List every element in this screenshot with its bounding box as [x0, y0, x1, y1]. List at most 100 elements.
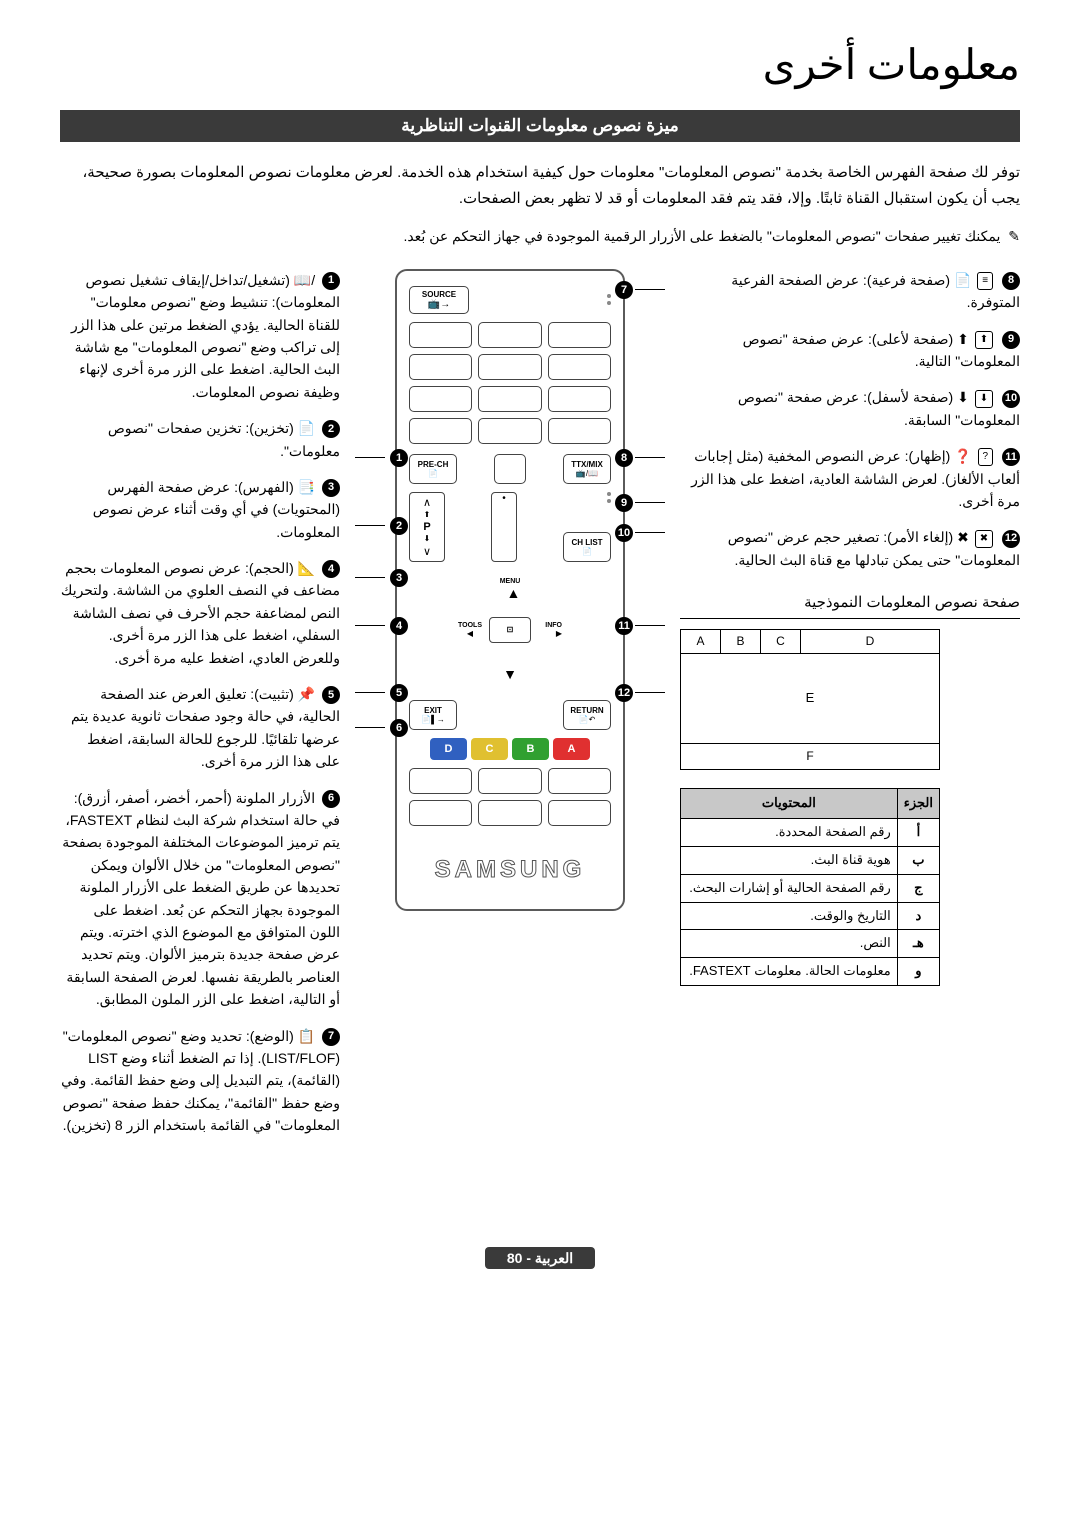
extra-button[interactable]: [409, 768, 472, 794]
green-button[interactable]: B: [512, 738, 549, 760]
sample-title: صفحة نصوص المعلومات النموذجية: [680, 591, 1020, 619]
note-paragraph: ✎ يمكنك تغيير صفحات "نصوص المعلومات" بال…: [60, 225, 1020, 249]
sample-cell-c: C: [761, 630, 801, 653]
chlist-button[interactable]: CH LIST📄: [563, 532, 611, 562]
item-10: 10 ⬇ ⬇ (صفحة لأسفل): عرض صفحة "نصوص المع…: [680, 386, 1020, 431]
item-5: 5 📌 (تثبيت): تعليق العرض عند الصفحة الحا…: [60, 683, 340, 773]
table-row: جرقم الصفحة الحالية أو إشارات البحث.: [681, 874, 940, 902]
table-row: أرقم الصفحة المحددة.: [681, 819, 940, 847]
badge-5: 5: [322, 686, 340, 704]
item-12: 12 ✖ ✖ (إلغاء الأمر): تصغير حجم عرض "نصو…: [680, 526, 1020, 571]
ok-button[interactable]: ⊡: [489, 617, 531, 643]
prech-button[interactable]: PRE-CH📄: [409, 454, 457, 484]
blue-button[interactable]: D: [430, 738, 467, 760]
item-3: 3 📑 (الفهرس): عرض صفحة الفهرس (المحتويات…: [60, 476, 340, 543]
sample-cell-e: E: [681, 654, 939, 744]
callout-8: 8: [612, 449, 665, 467]
callout-4: 4: [355, 617, 408, 635]
page-rocker[interactable]: ∧ ⬆ P ⬇ ∨: [409, 492, 445, 562]
callout-3: 3: [355, 569, 408, 587]
color-buttons: A B C D: [430, 738, 590, 760]
extra-button[interactable]: [548, 800, 611, 826]
mute-button[interactable]: [494, 454, 526, 484]
sample-cell-a: A: [681, 630, 721, 653]
center-column: SOURCE→📺 TTX/MIX📖/: [360, 269, 660, 1151]
badge-6: 6: [322, 790, 340, 808]
num-button[interactable]: [548, 322, 611, 348]
sample-cell-d: D: [801, 630, 939, 653]
sample-cell-b: B: [721, 630, 761, 653]
badge-1: 1: [322, 272, 340, 290]
red-button[interactable]: A: [553, 738, 590, 760]
table-row: ومعلومات الحالة. معلومات FASTEXT.: [681, 958, 940, 986]
num-button[interactable]: [409, 354, 472, 380]
nav-up[interactable]: MENU▲: [500, 578, 521, 601]
nav-pad: MENU▲ ▼ TOOLS◀ INFO▶ ⊡: [450, 570, 570, 690]
ttx-button[interactable]: TTX/MIX📖/📺: [563, 454, 611, 484]
num-button[interactable]: [478, 418, 541, 444]
remote-wrapper: SOURCE→📺 TTX/MIX📖/: [395, 269, 625, 911]
tools-button[interactable]: TOOLS◀: [458, 622, 482, 638]
num-button[interactable]: [548, 354, 611, 380]
callout-7: 7: [612, 281, 665, 299]
th-contents: المحتويات: [681, 789, 898, 819]
num-button[interactable]: [409, 322, 472, 348]
num-button[interactable]: [409, 386, 472, 412]
intro-paragraph: توفر لك صفحة الفهرس الخاصة بخدمة "نصوص ا…: [60, 160, 1020, 211]
badge-9: 9: [1002, 331, 1020, 349]
callout-2: 2: [355, 517, 408, 535]
number-pad: [409, 322, 611, 444]
extra-button[interactable]: [478, 768, 541, 794]
badge-3: 3: [322, 479, 340, 497]
sample-cell-f: F: [681, 744, 939, 769]
num-button[interactable]: [409, 418, 472, 444]
item-4: 4 📐 (الحجم): عرض نصوص المعلومات بحجم مضا…: [60, 557, 340, 669]
table-row: بهوية قناة البث.: [681, 847, 940, 875]
table-row: دالتاريخ والوقت.: [681, 902, 940, 930]
exit-button[interactable]: EXIT→▌📄: [409, 700, 457, 730]
nav-down[interactable]: ▼: [503, 666, 517, 682]
callout-6: 6: [355, 719, 408, 737]
parts-table: الجزء المحتويات أرقم الصفحة المحددة. بهو…: [680, 788, 940, 986]
info-button[interactable]: INFO▶: [545, 622, 562, 638]
note-icon: ✎: [1008, 225, 1020, 249]
item-6: 6 الأزرار الملونة (أحمر، أخضر، أصفر، أزر…: [60, 787, 340, 1011]
page-number: العربية - 80: [485, 1247, 595, 1269]
extra-button[interactable]: [409, 800, 472, 826]
main-content: 1 /📖 (تشغيل/تداخل/إيقاف تشغيل نصوص المعل…: [60, 269, 1020, 1151]
bottom-pad: [409, 768, 611, 826]
callout-11: 11: [612, 617, 665, 635]
source-button[interactable]: SOURCE→📺: [409, 286, 469, 314]
table-row: هـالنص.: [681, 930, 940, 958]
right-column: 1 /📖 (تشغيل/تداخل/إيقاف تشغيل نصوص المعل…: [60, 269, 340, 1151]
item-9: 9 ⬆ ⬆ (صفحة لأعلى): عرض صفحة "نصوص المعل…: [680, 328, 1020, 373]
th-part: الجزء: [897, 789, 939, 819]
extra-button[interactable]: [478, 800, 541, 826]
num-button[interactable]: [478, 322, 541, 348]
badge-7: 7: [322, 1028, 340, 1046]
remote-dots: [607, 294, 611, 305]
page-footer: العربية - 80: [60, 1250, 1020, 1268]
item-11: 11 ? ❓ (إظهار): عرض النصوص المخفية (مثل …: [680, 445, 1020, 512]
samsung-logo: SAMSUNG: [409, 856, 611, 884]
yellow-button[interactable]: C: [471, 738, 508, 760]
callout-5: 5: [355, 684, 408, 702]
num-button[interactable]: [548, 418, 611, 444]
remote-control: SOURCE→📺 TTX/MIX📖/: [395, 269, 625, 911]
num-button[interactable]: [478, 354, 541, 380]
badge-8: 8: [1002, 272, 1020, 290]
section-header: ميزة نصوص معلومات القنوات التناظرية: [60, 110, 1020, 142]
sample-page-diagram: A B C D E F: [680, 629, 940, 770]
return-button[interactable]: RETURN↶📄: [563, 700, 611, 730]
item-8: 8 ≡ 📄 (صفحة فرعية): عرض الصفحة الفرعية ا…: [680, 269, 1020, 314]
callout-12: 12: [612, 684, 665, 702]
left-column: 8 ≡ 📄 (صفحة فرعية): عرض الصفحة الفرعية ا…: [680, 269, 1020, 1151]
num-button[interactable]: [478, 386, 541, 412]
badge-4: 4: [322, 560, 340, 578]
num-button[interactable]: [548, 386, 611, 412]
callout-10: 10: [612, 524, 665, 542]
vol-rocker[interactable]: •: [491, 492, 517, 562]
extra-button[interactable]: [548, 768, 611, 794]
callout-1: 1: [355, 449, 408, 467]
callout-9: 9: [612, 494, 665, 512]
